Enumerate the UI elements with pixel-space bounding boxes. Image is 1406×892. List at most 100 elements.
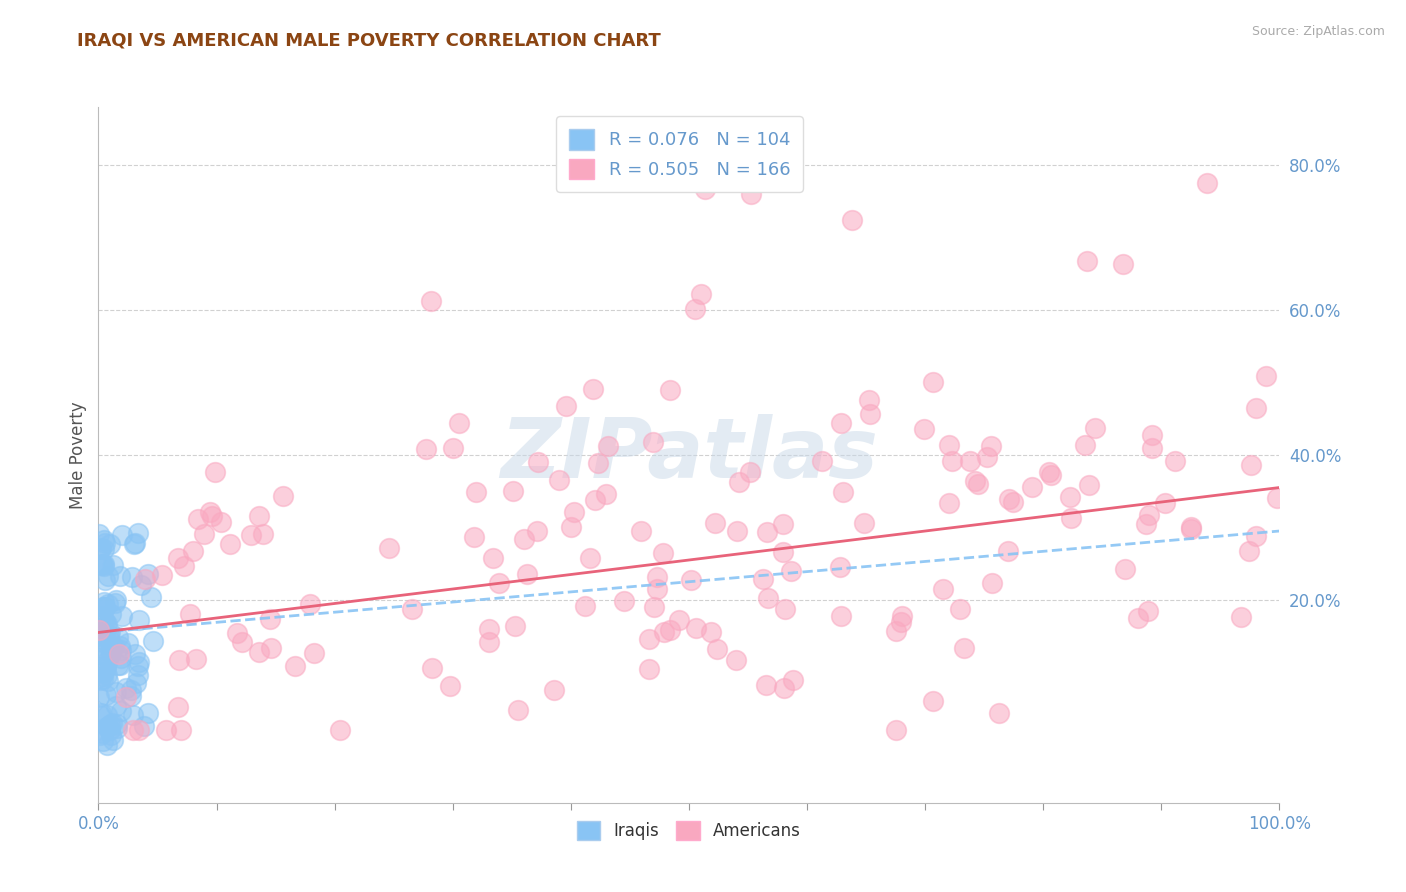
Point xyxy=(1021,480,1043,494)
Point xyxy=(120,682,142,697)
Point xyxy=(239,527,262,541)
Point xyxy=(89,708,111,723)
Point xyxy=(134,573,156,587)
Point xyxy=(740,187,762,202)
Point xyxy=(755,678,778,692)
Point xyxy=(401,602,423,616)
Point xyxy=(613,593,636,607)
Point xyxy=(1254,369,1277,384)
Point xyxy=(129,578,152,592)
Point xyxy=(136,566,159,581)
Point xyxy=(966,477,988,491)
Point xyxy=(1164,454,1187,468)
Point xyxy=(98,718,121,732)
Point xyxy=(683,301,706,316)
Point xyxy=(932,582,955,597)
Point xyxy=(122,707,145,722)
Point xyxy=(1142,428,1164,442)
Point xyxy=(167,550,190,565)
Point xyxy=(959,453,981,467)
Point xyxy=(949,601,972,615)
Point xyxy=(91,647,114,661)
Point xyxy=(488,576,510,591)
Text: ZIPatlas: ZIPatlas xyxy=(501,415,877,495)
Point xyxy=(105,593,128,607)
Point xyxy=(94,688,117,702)
Point xyxy=(773,602,796,616)
Point xyxy=(884,723,907,738)
Point xyxy=(252,527,274,541)
Point xyxy=(91,626,114,640)
Point xyxy=(1128,611,1150,625)
Point xyxy=(127,668,149,682)
Point xyxy=(105,699,128,714)
Point xyxy=(1153,496,1175,510)
Point xyxy=(1140,441,1163,455)
Point xyxy=(772,516,794,531)
Point xyxy=(260,641,283,656)
Point xyxy=(652,624,675,639)
Point xyxy=(96,648,118,663)
Point xyxy=(830,560,852,574)
Point xyxy=(124,536,146,550)
Point xyxy=(953,640,976,655)
Point xyxy=(560,520,582,534)
Point xyxy=(96,707,118,722)
Point xyxy=(93,665,115,679)
Point xyxy=(128,655,150,669)
Point xyxy=(101,715,124,730)
Point xyxy=(630,524,652,538)
Point xyxy=(90,558,112,573)
Point xyxy=(980,439,1002,453)
Point xyxy=(93,615,115,630)
Point xyxy=(637,632,659,646)
Point xyxy=(96,738,118,752)
Point xyxy=(128,723,150,738)
Point xyxy=(91,733,114,747)
Point xyxy=(273,489,295,503)
Point xyxy=(1038,465,1060,479)
Point xyxy=(668,613,690,627)
Point xyxy=(155,723,177,738)
Point xyxy=(527,455,550,469)
Point xyxy=(439,679,461,693)
Point xyxy=(645,570,668,584)
Point xyxy=(89,526,111,541)
Point xyxy=(420,661,443,675)
Point xyxy=(125,676,148,690)
Point xyxy=(100,646,122,660)
Point xyxy=(204,466,226,480)
Point xyxy=(562,505,585,519)
Point xyxy=(756,591,779,606)
Point xyxy=(93,600,115,615)
Point xyxy=(329,723,352,738)
Point xyxy=(219,537,242,551)
Point xyxy=(94,627,117,641)
Point xyxy=(111,528,134,542)
Point xyxy=(780,564,803,578)
Point xyxy=(89,542,111,557)
Point xyxy=(259,612,281,626)
Point xyxy=(997,543,1019,558)
Point xyxy=(1114,561,1136,575)
Point xyxy=(810,454,832,468)
Point xyxy=(89,624,111,638)
Point xyxy=(1265,491,1288,506)
Point xyxy=(756,525,779,540)
Point xyxy=(90,541,112,555)
Point xyxy=(1084,420,1107,434)
Point xyxy=(578,551,600,566)
Point xyxy=(595,487,617,501)
Point xyxy=(1246,529,1268,543)
Point xyxy=(378,541,401,556)
Point xyxy=(852,516,875,530)
Point xyxy=(1001,495,1024,509)
Point xyxy=(90,632,112,646)
Point xyxy=(1078,477,1101,491)
Point xyxy=(96,720,118,734)
Point xyxy=(94,600,117,615)
Point xyxy=(841,213,863,227)
Point xyxy=(647,582,669,596)
Point xyxy=(107,630,129,644)
Point xyxy=(121,570,143,584)
